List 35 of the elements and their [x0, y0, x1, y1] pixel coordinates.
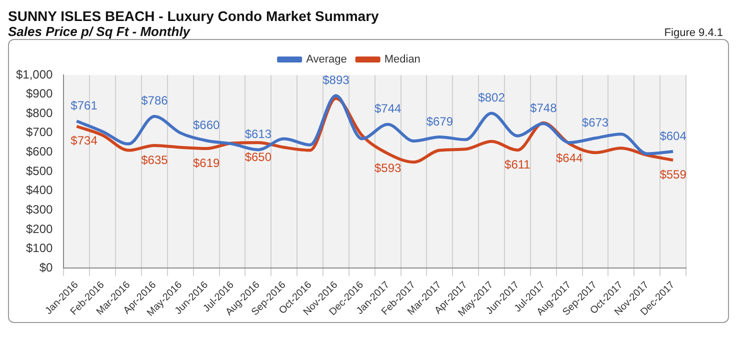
data-label: $650: [244, 150, 272, 164]
caption: Figure 9.4.1: [664, 27, 723, 39]
data-label: $635: [141, 152, 168, 167]
data-label: $613: [244, 127, 272, 142]
data-label: $748: [530, 100, 558, 115]
y-tick-label: $300: [26, 202, 54, 216]
data-label: $761: [70, 98, 98, 112]
data-label: $604: [660, 128, 687, 143]
data-label: $611: [504, 157, 531, 172]
legend-label: Average: [306, 54, 347, 66]
y-tick-label: $500: [26, 164, 54, 178]
y-tick-label: $100: [26, 241, 54, 256]
y-tick-label: $400: [26, 183, 54, 198]
data-label: $744: [374, 102, 402, 116]
data-label: $802: [478, 90, 506, 105]
y-tick-label: $800: [26, 106, 54, 120]
chart-title: SUNNY ISLES BEACH - Luxury Condo Market Summary: [8, 8, 380, 24]
data-label: $619: [192, 156, 220, 170]
data-label: $660: [192, 118, 220, 132]
data-label: $734: [70, 134, 98, 148]
data-label: $673: [582, 115, 609, 130]
data-label: $893: [322, 72, 350, 87]
y-tick-label: $700: [26, 125, 54, 140]
y-tick-label: $600: [26, 144, 54, 159]
data-label: $679: [426, 114, 454, 128]
chart-subtitle: Sales Price p/ Sq Ft - Monthly: [8, 24, 190, 39]
data-label: $644: [556, 151, 583, 166]
data-label: $593: [374, 160, 402, 175]
y-tick-label: $200: [26, 222, 54, 236]
data-label: $786: [141, 94, 168, 108]
y-tick-label: $900: [26, 86, 54, 101]
y-tick-label: $0: [39, 260, 54, 274]
legend-label: Median: [384, 54, 420, 66]
data-label: $559: [660, 167, 687, 182]
y-tick-label: $1,000: [16, 67, 54, 82]
